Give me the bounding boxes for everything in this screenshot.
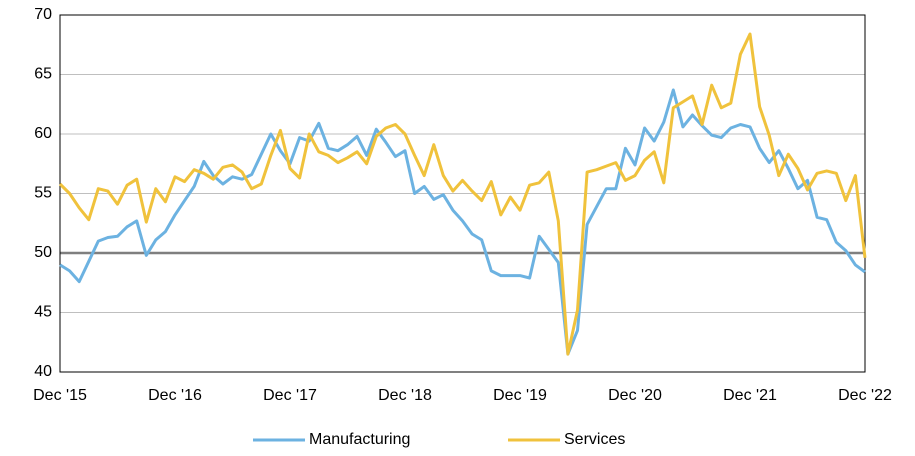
x-tick-label: Dec '15 (33, 387, 87, 404)
x-tick-label: Dec '22 (838, 387, 892, 404)
y-tick-label: 60 (34, 125, 52, 142)
x-tick-label: Dec '16 (148, 387, 202, 404)
y-tick-label: 40 (34, 363, 52, 380)
x-tick-label: Dec '19 (493, 387, 547, 404)
series-line (58, 32, 867, 356)
x-tick-label: Dec '21 (723, 387, 777, 404)
y-tick-label: 55 (34, 185, 52, 202)
x-tick-label: Dec '17 (263, 387, 317, 404)
x-tick-label: Dec '18 (378, 387, 432, 404)
plot-border (59, 14, 866, 373)
series-line (59, 88, 866, 356)
legend-label: Services (564, 431, 625, 448)
legend-label: Manufacturing (309, 431, 410, 448)
x-tick-label: Dec '20 (608, 387, 662, 404)
y-tick-label: 65 (34, 66, 52, 83)
y-tick-label: 45 (34, 304, 52, 321)
y-tick-label: 70 (34, 6, 52, 23)
y-tick-label: 50 (34, 244, 52, 261)
